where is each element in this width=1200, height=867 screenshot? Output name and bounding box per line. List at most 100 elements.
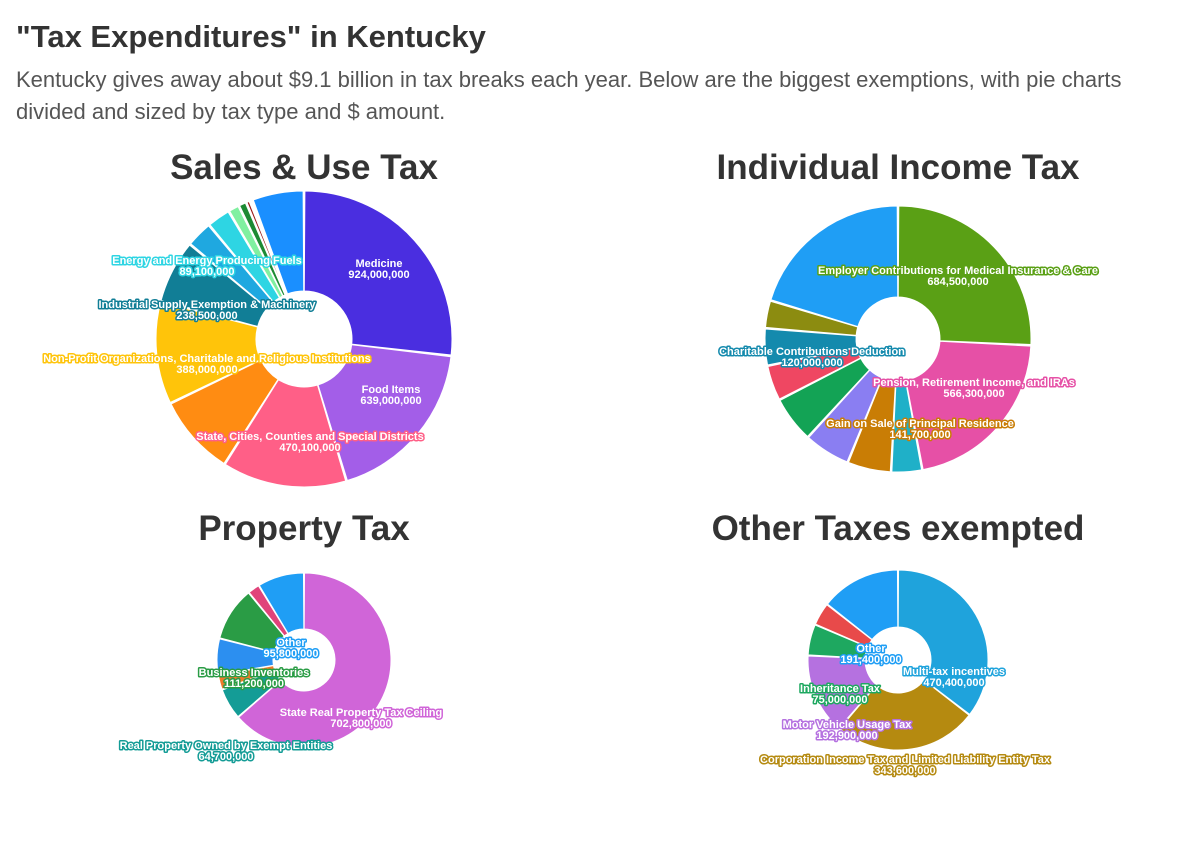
slice-label-value: 470,400,000 [923, 677, 984, 689]
slice-label-value: 191,400,000 [840, 654, 901, 666]
slice-label-value: 64,700,000 [198, 751, 253, 763]
slice-label-name: Employer Contributions for Medical Insur… [818, 265, 1098, 277]
slice-label-value: 238,500,000 [176, 310, 237, 322]
slice-medicine[interactable] [303, 190, 453, 356]
slice-label-name: Other [276, 637, 306, 649]
slice-unlabeled-11[interactable] [250, 199, 288, 295]
page-subtitle: Kentucky gives away about $9.1 billion i… [16, 67, 1122, 124]
slice-unlabeled-12[interactable] [252, 190, 305, 295]
slice-label-name: Corporation Income Tax and Limited Liabi… [760, 754, 1051, 766]
slice-unlabeled-8[interactable] [764, 300, 859, 336]
slice-energy-and-energy-producing-fuels[interactable] [209, 211, 281, 303]
slice-state-real-property-tax-ceiling[interactable] [237, 572, 392, 748]
slice-label-name: Real Property Owned by Exempt Entities [120, 740, 333, 752]
slice-label-charitable-contributions-deduction: Charitable Contributions Deduction120,00… [718, 345, 907, 371]
slice-label-name: Food Items [362, 384, 421, 396]
slice-label-name: State Real Property Tax Ceiling [280, 707, 442, 719]
slice-label-value: 684,500,000 [927, 276, 988, 288]
slice-label-employer-contributions-for-medical-insurance-care: Employer Contributions for Medical Insur… [817, 264, 1100, 290]
slice-label-value: 924,000,000 [348, 269, 409, 281]
slice-label-name: Pension, Retirement Income, and IRAs [873, 377, 1075, 389]
slice-employer-contributions-for-medical-insurance-care[interactable] [897, 205, 1032, 346]
slice-unlabeled-6[interactable] [767, 347, 862, 400]
donut-slices [155, 190, 453, 488]
slice-industrial-supply-exemption-machinery[interactable] [160, 244, 268, 328]
slice-label-name: Gain on Sale of Principal Residence [826, 418, 1014, 430]
page-header: "Tax Expenditures" in Kentucky Kentucky … [16, 16, 1176, 128]
slice-label-non-profit-organizations-charitable-and-religious-institutions: Non-Profit Organizations, Charitable and… [42, 352, 373, 378]
chart-title-property-tax: Property Tax [198, 509, 410, 548]
slice-unlabeled-4[interactable] [808, 369, 883, 463]
slice-label-value: 639,000,000 [360, 395, 421, 407]
slice-label-value: 111,200,000 [224, 678, 284, 690]
slice-pension-retirement-income-and-iras[interactable] [905, 340, 1032, 471]
donut-slices [216, 572, 392, 748]
chart-title-other-taxes: Other Taxes exempted [711, 509, 1085, 548]
slice-label-name: Industrial Supply Exemption & Machinery [99, 299, 317, 311]
slice-other[interactable] [826, 569, 899, 641]
slice-charitable-contributions-deduction[interactable] [764, 328, 858, 366]
slice-unlabeled-8[interactable] [228, 205, 284, 299]
slice-label-corporation-income-tax-and-limited-liability-entity-tax: Corporation Income Tax and Limited Liabi… [759, 753, 1053, 779]
property-tax-donut: State Real Property Tax Ceiling702,800,0… [118, 572, 444, 765]
slice-label-industrial-supply-exemption-machinery: Industrial Supply Exemption & Machinery2… [97, 298, 318, 324]
slice-label-value: 470,100,000 [279, 442, 340, 454]
slice-unlabeled-9[interactable] [238, 202, 286, 297]
slice-label-state-cities-counties-and-special-districts: State, Cities, Counties and Special Dist… [195, 430, 425, 456]
slice-unlabeled-3[interactable] [216, 638, 275, 676]
slice-food-items[interactable] [317, 344, 452, 482]
slice-label-real-property-owned-by-exempt-entities: Real Property Owned by Exempt Entities64… [118, 739, 334, 765]
slice-unlabeled-9[interactable] [770, 205, 899, 328]
sales-use-tax-panel: Medicine 924,000,000 Food Items 639,000,000… [4, 146, 604, 506]
slice-label-value: 566,300,000 [943, 388, 1004, 400]
slice-unlabeled-6[interactable] [190, 225, 274, 309]
donut-slices [807, 569, 989, 751]
slice-label-value: 702,800,000 [330, 718, 391, 730]
slice-label-name: Multi-tax incentives [903, 666, 1005, 678]
slice-label-name: Medicine [355, 258, 402, 270]
slice-unlabeled-5[interactable] [779, 357, 871, 438]
slice-label-name: Energy and Energy Producing Fuels [112, 255, 301, 267]
other-taxes-panel: Multi-tax incentives 470,400,000 Corporati… [598, 507, 1198, 867]
slice-non-profit-organizations-charitable-and-religious-institutions[interactable] [155, 301, 262, 404]
slice-unlabeled-3[interactable] [170, 359, 279, 465]
slice-label-value: 192,900,000 [816, 730, 877, 742]
slice-label-name: Other [856, 643, 886, 655]
slice-label-gain-on-sale-of-principal-residence: Gain on Sale of Principal Residence141,7… [825, 417, 1016, 443]
property-tax-panel: State Real Property Tax Ceiling 702,800,0… [4, 507, 604, 867]
slice-state-cities-counties-and-special-districts[interactable] [224, 378, 347, 488]
slice-corporation-income-tax-and-limited-liability-entity-tax[interactable] [839, 679, 970, 751]
page-title: "Tax Expenditures" in Kentucky [16, 19, 486, 54]
slice-other[interactable] [258, 572, 305, 635]
slice-label-value: 120,000,000 [781, 357, 842, 369]
slice-label-value: 75,000,000 [812, 694, 867, 706]
donut-slices [764, 205, 1032, 473]
slice-label-value: 89,100,000 [179, 266, 234, 278]
slice-label-name: Inheritance Tax [800, 683, 881, 695]
slice-label-name: Business Inventories [199, 667, 310, 679]
slice-label-state-real-property-tax-ceiling: State Real Property Tax Ceiling702,800,0… [278, 706, 443, 732]
slice-unlabeled-10[interactable] [246, 200, 287, 296]
slice-label-value: 95,800,000 [263, 648, 318, 660]
slice-business-inventories[interactable] [219, 592, 285, 653]
slice-motor-vehicle-usage-tax[interactable] [807, 655, 878, 729]
slice-label-value: 141,700,000 [889, 429, 950, 441]
chart-title-sales-use-tax: Sales & Use Tax [170, 148, 438, 187]
slice-multi-tax-incentives[interactable] [897, 569, 989, 716]
slice-unlabeled-2[interactable] [891, 379, 923, 473]
donut-labels: State Real Property Tax Ceiling702,800,0… [118, 636, 444, 765]
individual-income-tax-donut: Employer Contributions for Medical Insur… [718, 205, 1100, 473]
chart-title-individual-income-tax: Individual Income Tax [716, 148, 1080, 187]
slice-gain-on-sale-of-principal-residence[interactable] [847, 377, 897, 473]
